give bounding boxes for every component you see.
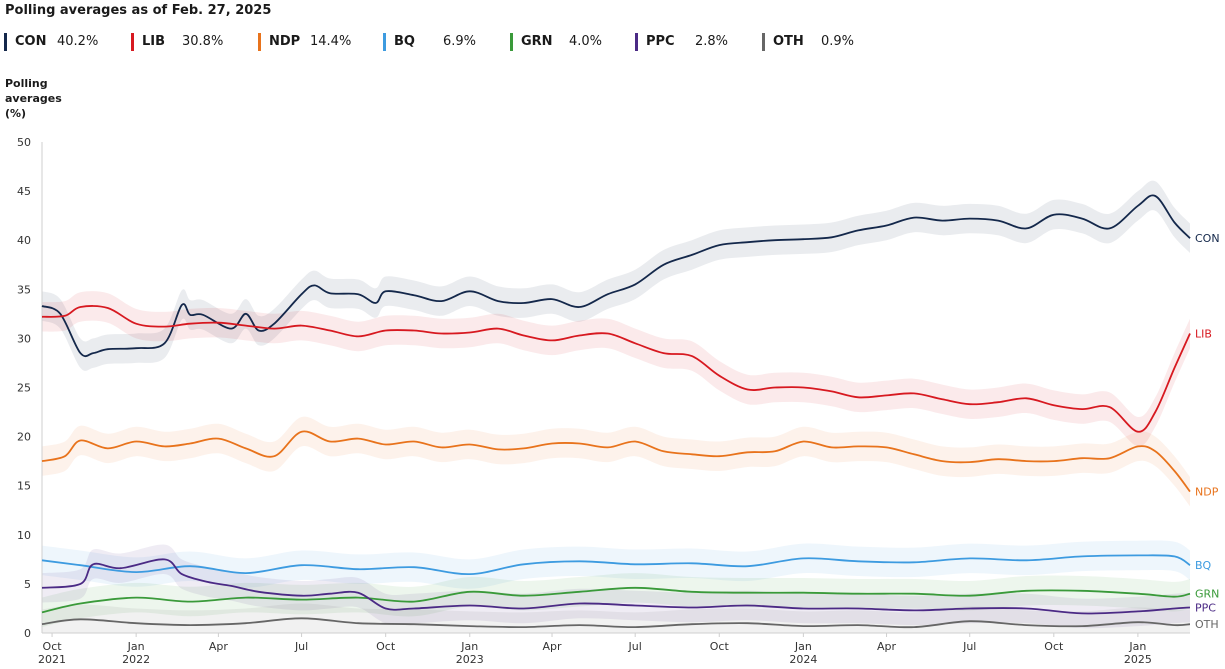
y-tick-label: 50 (17, 136, 31, 149)
series-lines (41, 194, 1191, 629)
y-tick-label: 10 (17, 529, 31, 542)
x-tick-label: Apr (877, 640, 897, 653)
band-con (42, 180, 1190, 371)
y-tick-label: 20 (17, 431, 31, 444)
x-tick-label: Jan (794, 640, 812, 653)
end-label-oth: OTH (1195, 618, 1219, 631)
legend-value-ndp: 14.4% (310, 34, 352, 49)
legend-swatch-ndp (258, 33, 261, 51)
x-tick-label: Oct (710, 640, 730, 653)
line-oth (41, 617, 1191, 629)
end-label-bq: BQ (1195, 559, 1212, 572)
legend-name-grn: GRN (521, 34, 553, 49)
legend-name-lib: LIB (142, 34, 166, 49)
band-lib (42, 291, 1190, 447)
y-axis-title-line-2: averages (5, 92, 62, 105)
y-tick-label: 15 (17, 480, 31, 493)
y-tick-label: 40 (17, 234, 31, 247)
y-tick-label: 45 (17, 185, 31, 198)
y-tick-label: 30 (17, 332, 31, 345)
legend-swatch-bq (383, 33, 386, 51)
x-tick-year-label: 2025 (1124, 653, 1152, 666)
line-ndp (41, 430, 1191, 493)
band-bq (42, 540, 1190, 589)
legend-value-bq: 6.9% (443, 34, 477, 49)
chart-title: Polling averages as of Feb. 27, 2025 (5, 3, 272, 18)
end-label-ppc: PPC (1195, 601, 1216, 614)
band-ppc (42, 544, 1190, 629)
end-label-con: CON (1195, 232, 1220, 245)
legend-swatch-grn (510, 33, 513, 51)
line-grn (41, 586, 1191, 614)
legend-swatch-ppc (635, 33, 638, 51)
y-axis-title-line-1: Polling (5, 77, 48, 90)
legend-swatch-con (4, 33, 7, 51)
legend-name-bq: BQ (394, 34, 415, 49)
line-bq (41, 554, 1191, 576)
x-tick-label: Apr (543, 640, 563, 653)
end-label-ndp: NDP (1195, 486, 1219, 499)
line-ppc (41, 558, 1191, 615)
legend-name-ndp: NDP (269, 34, 301, 49)
legend-value-grn: 4.0% (569, 34, 603, 49)
band-ndp (42, 416, 1190, 507)
x-tick-year-label: 2023 (456, 653, 484, 666)
x-tick-label: Jul (962, 640, 976, 653)
y-tick-label: 25 (17, 382, 31, 395)
y-tick-label: 0 (24, 627, 31, 640)
legend-swatch-oth (762, 33, 765, 51)
end-label-lib: LIB (1195, 327, 1212, 340)
line-con (41, 194, 1191, 358)
y-axis-title: Polling averages (%) (5, 76, 75, 121)
x-tick-label: Apr (209, 640, 229, 653)
x-tick-label: Oct (1044, 640, 1064, 653)
band-oth (42, 603, 1190, 633)
x-tick-label: Jul (294, 640, 308, 653)
end-label-grn: GRN (1195, 588, 1219, 601)
x-tick-year-label: 2021 (38, 653, 66, 666)
x-tick-label: Jan (460, 640, 478, 653)
legend-name-oth: OTH (773, 34, 804, 49)
legend-name-ppc: PPC (646, 34, 675, 49)
legend-value-ppc: 2.8% (695, 34, 729, 49)
legend-value-oth: 0.9% (821, 34, 855, 49)
legend-value-lib: 30.8% (182, 34, 224, 49)
y-tick-label: 35 (17, 283, 31, 296)
legend-swatch-lib (131, 33, 134, 51)
x-tick-year-label: 2022 (122, 653, 150, 666)
legend-value-con: 40.2% (57, 34, 99, 49)
y-axis-ticks: 0 5 10 15 20 25 30 35 40 45 50 (17, 136, 31, 640)
x-tick-label: Oct (43, 640, 63, 653)
y-axis-title-line-3: (%) (5, 107, 27, 120)
uncertainty-bands (42, 180, 1190, 633)
x-tick-label: Jul (628, 640, 642, 653)
band-grn (42, 573, 1190, 628)
legend-name-con: CON (15, 34, 47, 49)
x-tick-label: Jan (1128, 640, 1146, 653)
line-lib (41, 305, 1191, 433)
x-tick-label: Jan (127, 640, 145, 653)
x-tick-label: Oct (376, 640, 396, 653)
y-tick-label: 5 (24, 578, 31, 591)
x-tick-year-label: 2024 (789, 653, 817, 666)
